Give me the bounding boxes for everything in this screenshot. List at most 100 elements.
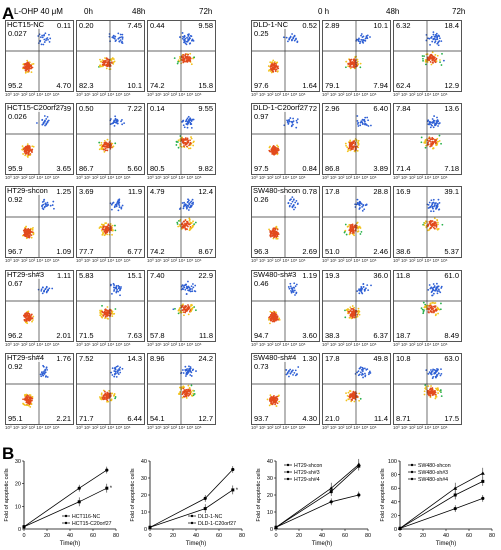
flow-plot: 5.83 15.1 71.5 7.63 [76, 270, 145, 342]
quadrant-value-lr: 1.64 [302, 81, 317, 90]
event-dot [26, 59, 29, 62]
event-dot [114, 119, 117, 122]
event-dot [428, 371, 431, 374]
event-dot [440, 64, 443, 66]
y-tick-label: 30 [141, 476, 147, 482]
event-dot [430, 305, 433, 308]
event-dot [24, 312, 27, 315]
y-tick-label: 20 [391, 513, 397, 519]
event-dot [27, 148, 30, 150]
event-dot [181, 120, 184, 123]
event-dot [275, 317, 278, 320]
event-dot [431, 56, 434, 58]
event-dot [185, 145, 188, 148]
event-dot [106, 317, 109, 320]
x-tick-labels: 10⁰ 10¹ 10² 10³ 10⁴ 10⁵ 10⁶ [76, 175, 131, 180]
event-dot [427, 57, 430, 59]
quadrant-value-lr: 7.63 [127, 331, 142, 340]
quadrant-value-lr: 11.8 [198, 331, 213, 340]
scatter-cloud [148, 187, 215, 257]
event-dot [356, 115, 359, 117]
event-dot [185, 287, 188, 290]
x-tick-labels: 10⁰ 10¹ 10² 10³ 10⁴ 10⁵ 10⁶ [393, 175, 448, 180]
event-dot [29, 406, 32, 408]
event-dot [41, 34, 44, 37]
flow-plot: 0.92 1.76 95.1 2.21 [5, 353, 74, 425]
event-dot [276, 398, 279, 401]
event-dot [105, 228, 108, 230]
flow-plot: 3.69 11.9 77.7 6.77 [76, 186, 145, 258]
event-dot [181, 393, 184, 396]
event-dot [431, 40, 434, 43]
event-dot [422, 59, 424, 62]
event-dot [102, 314, 105, 317]
quadrant-value-ll: 93.7 [254, 414, 269, 423]
event-dot [119, 366, 122, 369]
event-dot [351, 305, 354, 307]
event-dot [189, 42, 192, 45]
event-dot [189, 305, 192, 308]
event-dot [41, 292, 44, 295]
event-dot [365, 368, 368, 371]
event-dot [46, 201, 49, 204]
event-dot [41, 207, 44, 210]
x-axis-label: Time(h) [186, 541, 206, 547]
x-tick-labels: 10⁰ 10¹ 10² 10³ 10⁴ 10⁵ 10⁶ [393, 342, 448, 347]
event-dot [434, 140, 436, 143]
event-dot [364, 375, 367, 378]
event-dot [113, 394, 116, 397]
event-dot [269, 235, 272, 238]
event-dot [192, 389, 194, 392]
event-dot [344, 66, 347, 69]
flow-plot: 0.92 1.25 96.7 1.09 [5, 186, 74, 258]
event-dot [273, 229, 275, 232]
event-dot [288, 287, 291, 290]
event-dot [100, 398, 103, 401]
event-dot [437, 41, 439, 44]
event-dot [435, 288, 437, 290]
event-dot [182, 59, 185, 62]
event-dot [349, 143, 352, 146]
event-dot [185, 40, 188, 43]
event-dot [268, 399, 271, 402]
event-dot [358, 399, 361, 402]
quadrant-value-ll: 82.3 [79, 81, 94, 90]
event-dot [187, 225, 189, 228]
event-dot [276, 70, 279, 73]
event-dot [436, 282, 438, 285]
event-dot [289, 368, 292, 371]
event-dot [420, 141, 423, 144]
event-dot [430, 141, 432, 143]
event-dot [420, 307, 423, 310]
event-dot [351, 393, 354, 396]
event-dot [274, 233, 277, 236]
quadrant-value-ul: 0.026 [8, 112, 27, 121]
event-dot [188, 199, 190, 202]
quadrant-value-lr: 2.01 [56, 331, 71, 340]
event-dot [275, 237, 278, 240]
event-dot [181, 304, 184, 307]
event-dot [110, 399, 113, 402]
event-dot [116, 288, 119, 291]
event-dot [114, 115, 117, 118]
event-dot [191, 290, 194, 293]
event-dot [359, 124, 362, 127]
event-dot [27, 400, 30, 403]
event-dot [103, 223, 105, 226]
event-dot [182, 372, 185, 374]
event-dot [364, 116, 367, 119]
event-dot [194, 221, 197, 224]
event-dot [435, 207, 438, 210]
quadrant-value-ll: 21.0 [325, 414, 340, 423]
event-dot [273, 312, 276, 315]
event-dot [355, 38, 358, 41]
x-tick-labels: 10⁰ 10¹ 10² 10³ 10⁴ 10⁵ 10⁶ [251, 92, 306, 97]
event-dot [431, 220, 434, 222]
legend-entry: HCT15-C20orf27 [72, 521, 112, 527]
event-dot [114, 229, 117, 232]
event-dot [274, 70, 277, 73]
event-dot [424, 63, 427, 66]
event-dot [296, 118, 299, 121]
scatter-cloud [252, 271, 319, 341]
event-dot [190, 371, 193, 374]
